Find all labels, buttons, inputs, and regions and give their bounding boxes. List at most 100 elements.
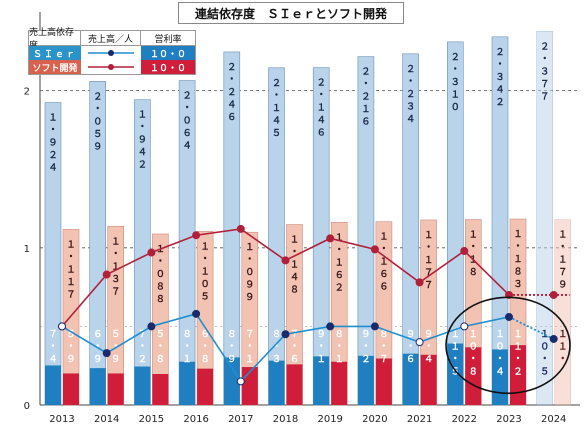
label-sier-dependency-char: ０ [451, 102, 461, 113]
label-software-dependency-char: ８ [469, 267, 479, 278]
label-sier-margin: ７ ・４ [48, 329, 58, 365]
label-sier-dependency-char: ・ [361, 79, 371, 90]
label-sier-margin: １ ０・ ５ [540, 329, 550, 378]
label-software-dependency-char: １ [424, 230, 434, 241]
label-software-margin-char: ６ [290, 354, 300, 365]
label-software-margin-char: ０ [469, 342, 479, 353]
bar-sier-margin [89, 368, 106, 405]
label-sier-margin-char: ９ [93, 354, 103, 365]
label-software-dependency-char: ０ [200, 279, 210, 290]
label-software-dependency-char: ・ [379, 244, 389, 255]
label-sier-dependency-char: ・ [93, 104, 103, 115]
label-software-margin-char: ８ [156, 354, 166, 365]
label-software-dependency-char: ・ [200, 254, 210, 265]
label-sier-margin: １ ０・ ４ [495, 329, 505, 378]
label-software-margin: ７ ・６ [290, 329, 300, 365]
bar-software-margin [197, 368, 214, 405]
label-sier-dependency-char: ・ [406, 76, 416, 87]
label-software-margin-char: ・ [513, 354, 523, 365]
label-software-margin-char: １ [469, 329, 479, 340]
label-sier-margin-char: ・ [361, 342, 371, 353]
label-software-dependency-char: ・ [111, 249, 121, 260]
label-sier-dependency-char: ２ [182, 91, 192, 102]
label-sier-margin-char: ７ [48, 329, 58, 340]
label-sier-dependency-char: ・ [451, 64, 461, 75]
label-sier-dependency-char: １ [361, 104, 371, 115]
label-software-dependency: １ ・０ ９９ [245, 242, 255, 303]
bar-sier-margin [492, 349, 508, 405]
bar-software-margin [420, 354, 437, 405]
label-software-dependency-char: １ [66, 264, 76, 275]
label-software-margin: １ ０・ ８ [469, 329, 479, 378]
x-tick-label: 2020 [362, 414, 387, 425]
label-software-margin: ８ ・１ [334, 329, 344, 365]
label-software-dependency-char: ６ [334, 270, 344, 281]
label-software-margin-char: ・ [66, 342, 76, 353]
bar-software-dependency [554, 219, 572, 406]
legend-header-sales-per-person: 売上高／人 [81, 31, 141, 45]
label-sier-margin-char: １ [316, 354, 326, 365]
line-sier-forecast [508, 316, 555, 340]
legend-software-line-swatch [81, 60, 141, 74]
label-sier-dependency: ２・２４６ [227, 62, 237, 123]
legend-sier-margin: １０・０ [141, 46, 195, 60]
label-sier-margin-char: ９ [227, 354, 237, 365]
label-sier-dependency-char: ４ [48, 163, 58, 174]
label-sier-margin-char: ・ [495, 354, 505, 365]
point-software [192, 231, 201, 240]
label-software-margin-char: ２ [513, 367, 523, 378]
label-software-dependency-char: ・ [66, 252, 76, 263]
label-sier-dependency-char: ２ [495, 97, 505, 108]
x-tick-label: 2016 [183, 414, 208, 425]
label-software-margin-char: ・ [424, 342, 434, 353]
point-sier [102, 349, 111, 358]
label-software-dependency: １・１３７ [111, 236, 121, 297]
label-software-margin-char: ６ [200, 329, 210, 340]
label-sier-margin-char: ９ [316, 329, 326, 340]
label-software-margin-char: ７ [245, 329, 255, 340]
label-sier-dependency-char: ・ [316, 90, 326, 101]
label-software-dependency-char: ５ [200, 291, 210, 302]
label-sier-dependency-char: ２ [495, 47, 505, 58]
label-software-margin-char: ９ [424, 329, 434, 340]
label-software-margin: ７ ・１ [245, 329, 255, 365]
label-sier-dependency-char: ０ [182, 116, 192, 127]
label-sier-dependency-char: １ [316, 103, 326, 114]
point-sier [147, 322, 156, 331]
label-sier-dependency-char: ４ [227, 99, 237, 110]
point-sier [58, 322, 66, 331]
label-software-margin: ５ ・９ [66, 329, 76, 365]
label-software-margin-char: ・ [334, 342, 344, 353]
label-sier-margin-char: ・ [138, 342, 148, 353]
label-sier-margin-char: ・ [227, 342, 237, 353]
label-sier-margin-char: ９ [361, 329, 371, 340]
label-software-margin-char: ・ [558, 354, 568, 365]
label-software-dependency-char: ７ [558, 267, 568, 278]
x-tick-label: 2017 [228, 414, 253, 425]
label-sier-margin-char: ７ [138, 329, 148, 340]
x-tick-label: 2015 [139, 414, 164, 425]
label-sier-dependency: ２・２３４ [406, 64, 416, 125]
label-sier-margin-char: ４ [495, 367, 505, 378]
label-software-dependency-char: ９ [245, 292, 255, 303]
label-sier-dependency-char: ５ [93, 129, 103, 140]
label-software-margin-char: ８ [200, 354, 210, 365]
label-sier-dependency-char: ７ [540, 79, 550, 90]
label-software-margin: １１・ [558, 329, 568, 365]
label-software-dependency-char: １ [379, 232, 389, 243]
label-software-margin-char: １ [334, 354, 344, 365]
point-software [370, 245, 379, 254]
label-sier-dependency-char: ２ [540, 41, 550, 52]
label-sier-dependency: ２・ １４ ５ [272, 78, 282, 139]
label-software-dependency-char: ７ [66, 289, 76, 300]
label-software-margin-char: ５ [111, 329, 121, 340]
label-software-dependency-char: １ [290, 260, 300, 271]
label-software-dependency-char: １ [111, 236, 121, 247]
point-software [326, 234, 335, 243]
label-sier-dependency-char: ０ [93, 116, 103, 127]
label-sier-dependency-char: ６ [227, 112, 237, 123]
label-software-dependency-char: ８ [156, 281, 166, 292]
label-software-margin: ６ ・８ [200, 329, 210, 365]
x-tick-label: 2014 [94, 414, 119, 425]
label-software-dependency-char: ７ [424, 267, 434, 278]
